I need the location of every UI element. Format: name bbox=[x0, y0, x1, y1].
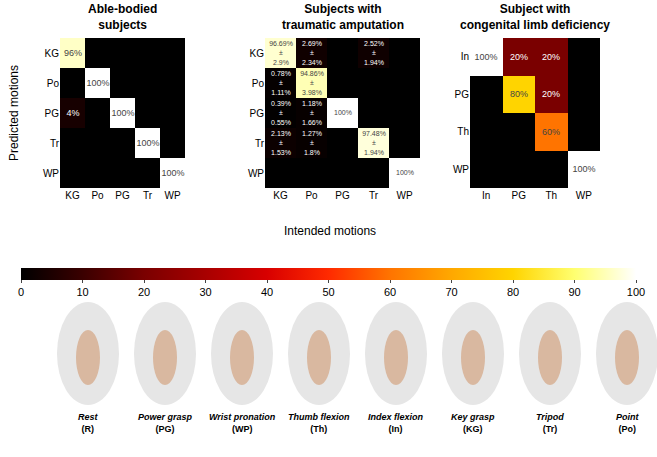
svg-text:20%: 20% bbox=[542, 52, 560, 62]
svg-text:Tr: Tr bbox=[369, 190, 379, 201]
svg-text:80: 80 bbox=[507, 286, 519, 298]
svg-text:Tr: Tr bbox=[255, 138, 265, 149]
svg-text:96.69%±2.9%: 96.69%±2.9% bbox=[269, 40, 293, 65]
svg-text:In: In bbox=[482, 190, 490, 201]
svg-text:Predicted motions: Predicted motions bbox=[7, 65, 21, 161]
svg-text:80%: 80% bbox=[510, 89, 528, 99]
svg-text:100%: 100% bbox=[396, 169, 414, 176]
svg-text:Th: Th bbox=[545, 190, 557, 201]
svg-text:2.52%±1.94%: 2.52%±1.94% bbox=[364, 40, 384, 65]
svg-text:Subject withcongenital limb de: Subject withcongenital limb deficiency bbox=[460, 2, 610, 32]
svg-text:94.86%±3.98%: 94.86%±3.98% bbox=[300, 70, 324, 95]
svg-text:WP: WP bbox=[43, 168, 59, 179]
svg-text:70: 70 bbox=[445, 286, 457, 298]
svg-text:Rest(R): Rest(R) bbox=[78, 412, 99, 434]
svg-text:WP: WP bbox=[396, 190, 412, 201]
svg-text:0: 0 bbox=[18, 286, 24, 298]
svg-text:KG: KG bbox=[250, 48, 265, 59]
svg-text:0.78%±1.11%: 0.78%±1.11% bbox=[271, 70, 291, 95]
svg-text:PG: PG bbox=[335, 190, 350, 201]
svg-text:100%: 100% bbox=[572, 164, 595, 174]
svg-text:2.13%±1.53%: 2.13%±1.53% bbox=[271, 130, 291, 155]
svg-text:100%: 100% bbox=[161, 168, 184, 178]
svg-text:60%: 60% bbox=[542, 127, 560, 137]
svg-text:KG: KG bbox=[65, 190, 80, 201]
svg-text:PG: PG bbox=[250, 108, 265, 119]
svg-text:90: 90 bbox=[568, 286, 580, 298]
svg-text:100%: 100% bbox=[86, 78, 109, 88]
svg-text:Subjects withtraumatic amputat: Subjects withtraumatic amputation bbox=[282, 2, 404, 32]
svg-text:1.27%±1.8%: 1.27%±1.8% bbox=[302, 130, 322, 155]
svg-text:Tr: Tr bbox=[50, 138, 60, 149]
svg-text:97.48%±1.94%: 97.48%±1.94% bbox=[362, 130, 386, 155]
svg-text:KG: KG bbox=[273, 190, 288, 201]
svg-text:Point(Po): Point(Po) bbox=[616, 412, 639, 434]
svg-text:Able-bodiedsubjects: Able-bodiedsubjects bbox=[88, 2, 157, 32]
svg-text:10: 10 bbox=[76, 286, 88, 298]
svg-text:50: 50 bbox=[322, 286, 334, 298]
svg-text:100%: 100% bbox=[136, 138, 159, 148]
svg-text:100%: 100% bbox=[111, 108, 134, 118]
svg-text:WP: WP bbox=[248, 168, 264, 179]
svg-text:0.39%±0.55%: 0.39%±0.55% bbox=[271, 100, 291, 125]
svg-text:60: 60 bbox=[384, 286, 396, 298]
svg-text:PG: PG bbox=[45, 108, 60, 119]
svg-text:Key grasp(KG): Key grasp(KG) bbox=[451, 412, 495, 434]
svg-text:1.18%±1.66%: 1.18%±1.66% bbox=[302, 100, 322, 125]
svg-text:Wrist pronation(WP): Wrist pronation(WP) bbox=[209, 412, 276, 434]
svg-text:2.69%±2.34%: 2.69%±2.34% bbox=[302, 40, 322, 65]
svg-text:WP: WP bbox=[576, 190, 592, 201]
svg-text:96%: 96% bbox=[64, 48, 82, 58]
svg-text:4%: 4% bbox=[66, 108, 79, 118]
svg-text:PG: PG bbox=[115, 190, 130, 201]
svg-text:100%: 100% bbox=[334, 109, 352, 116]
svg-text:PG: PG bbox=[455, 89, 470, 100]
svg-text:Po: Po bbox=[252, 78, 265, 89]
svg-text:Intended motions: Intended motions bbox=[284, 224, 376, 238]
svg-text:In: In bbox=[461, 51, 469, 62]
svg-text:WP: WP bbox=[164, 190, 180, 201]
svg-text:Th: Th bbox=[457, 126, 469, 137]
svg-text:100: 100 bbox=[627, 286, 645, 298]
svg-text:Power grasp(PG): Power grasp(PG) bbox=[138, 412, 193, 434]
svg-text:Po: Po bbox=[91, 190, 104, 201]
svg-text:100%: 100% bbox=[474, 52, 497, 62]
svg-text:40: 40 bbox=[261, 286, 273, 298]
svg-text:20%: 20% bbox=[542, 89, 560, 99]
svg-text:20: 20 bbox=[138, 286, 150, 298]
svg-text:Thumb flexion(Th): Thumb flexion(Th) bbox=[288, 412, 350, 434]
svg-text:KG: KG bbox=[45, 48, 60, 59]
svg-text:Po: Po bbox=[47, 78, 60, 89]
svg-text:30: 30 bbox=[199, 286, 211, 298]
svg-text:Tripod(Tr): Tripod(Tr) bbox=[536, 412, 564, 434]
svg-text:WP: WP bbox=[453, 164, 469, 175]
svg-text:20%: 20% bbox=[510, 52, 528, 62]
svg-text:PG: PG bbox=[512, 190, 527, 201]
svg-text:Tr: Tr bbox=[143, 190, 153, 201]
svg-text:Index flexion(In): Index flexion(In) bbox=[368, 412, 424, 434]
svg-text:Po: Po bbox=[305, 190, 318, 201]
